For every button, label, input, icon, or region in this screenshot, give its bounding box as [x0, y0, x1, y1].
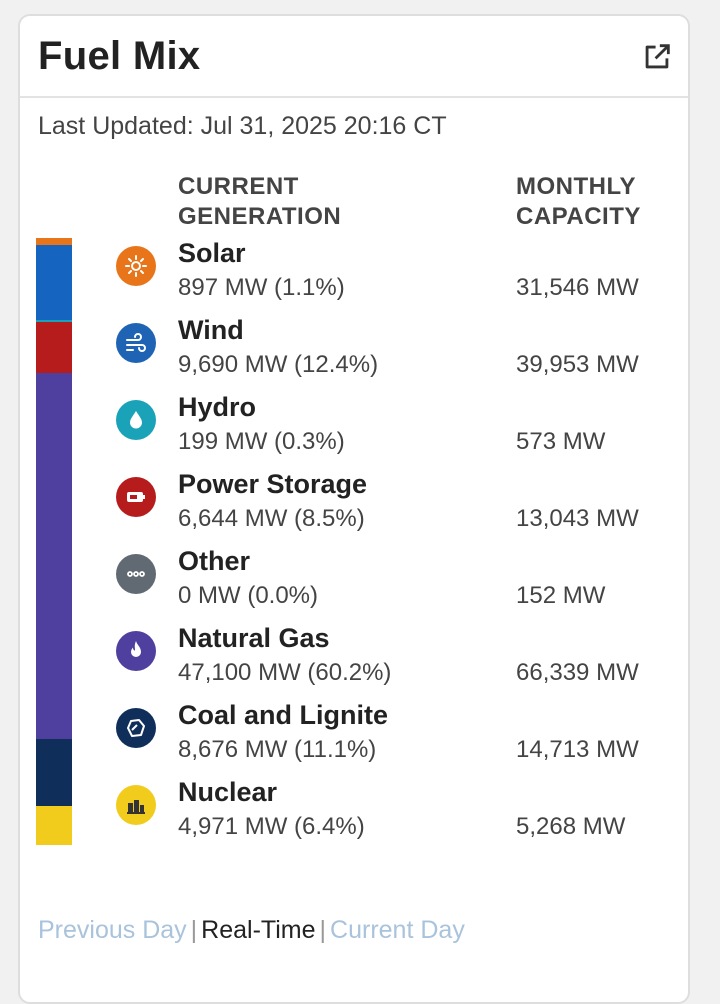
bar-segment-coal-and-lignite — [36, 738, 72, 807]
bar-segment-nuclear — [36, 806, 72, 845]
fuel-name: Nuclear — [178, 777, 278, 807]
fuel-capacity: 14,713 MW — [516, 736, 639, 763]
flame-icon — [116, 631, 156, 671]
fuel-mix-card: Fuel Mix Last Updated: Jul 31, 2025 20:1… — [18, 14, 690, 1004]
card-title: Fuel Mix — [38, 34, 201, 78]
fuel-capacity: 152 MW — [516, 582, 606, 609]
current-generation-header: CURRENT GENERATION — [178, 173, 342, 230]
card-header: Fuel Mix — [20, 16, 688, 98]
water-drop-icon — [116, 400, 156, 440]
fuel-capacity: 13,043 MW — [516, 505, 639, 532]
wind-icon — [116, 323, 156, 363]
fuel-row-hydro: Hydro 199 MW (0.3%) 573 MW — [116, 392, 676, 462]
nuclear-plant-icon — [116, 785, 156, 825]
fuel-share-stacked-bar — [36, 238, 72, 845]
bar-segment-solar — [36, 238, 72, 245]
fuel-name: Power Storage — [178, 469, 368, 499]
fuel-row-coal-and-lignite: Coal and Lignite 8,676 MW (11.1%) 14,713 M… — [116, 700, 676, 770]
nav-separator: | — [190, 916, 198, 944]
fuel-generation: 0 MW (0.0%) — [178, 582, 319, 609]
fuel-generation: 199 MW (0.3%) — [178, 428, 345, 455]
external-link-icon[interactable] — [640, 40, 674, 74]
fuel-name: Wind — [178, 315, 244, 345]
fuel-row-natural-gas: Natural Gas 47,100 MW (60.2%) 66,339 MW — [116, 623, 676, 693]
previous-day-link[interactable]: Previous Day — [38, 916, 187, 944]
fuel-generation: 8,676 MW (11.1%) — [178, 736, 377, 763]
fuel-name: Other — [178, 546, 251, 576]
fuel-generation: 4,971 MW (6.4%) — [178, 813, 365, 840]
fuel-generation: 47,100 MW (60.2%) — [178, 659, 392, 686]
more-dots-icon — [116, 554, 156, 594]
bar-segment-power-storage — [36, 321, 72, 374]
fuel-generation: 897 MW (1.1%) — [178, 274, 345, 301]
fuel-row-other: Other 0 MW (0.0%) 152 MW — [116, 546, 676, 616]
battery-icon — [116, 477, 156, 517]
fuel-name: Natural Gas — [178, 623, 330, 653]
fuel-generation: 9,690 MW (12.4%) — [178, 351, 379, 378]
fuel-row-nuclear: Nuclear 4,971 MW (6.4%) 5,268 MW — [116, 777, 676, 847]
fuel-name: Hydro — [178, 392, 257, 422]
fuel-generation: 6,644 MW (8.5%) — [178, 505, 365, 532]
fuel-capacity: 5,268 MW — [516, 813, 626, 840]
fuel-capacity: 31,546 MW — [516, 274, 639, 301]
nav-separator: | — [319, 916, 327, 944]
fuel-row-solar: Solar 897 MW (1.1%) 31,546 MW — [116, 238, 676, 308]
fuel-row-power-storage: Power Storage 6,644 MW (8.5%) 13,043 MW — [116, 469, 676, 539]
fuel-capacity: 39,953 MW — [516, 351, 639, 378]
bar-segment-hydro — [36, 319, 72, 322]
fuel-capacity: 66,339 MW — [516, 659, 639, 686]
sun-icon — [116, 246, 156, 286]
bar-segment-natural-gas — [36, 373, 72, 739]
fuel-capacity: 573 MW — [516, 428, 606, 455]
real-time-link[interactable]: Real-Time — [201, 916, 316, 944]
coal-icon — [116, 708, 156, 748]
time-range-nav: Previous Day | Real-Time | Current Day — [38, 916, 465, 945]
monthly-capacity-header: MONTHLY CAPACITY — [516, 173, 641, 230]
fuel-row-wind: Wind 9,690 MW (12.4%) 39,953 MW — [116, 315, 676, 385]
fuel-name: Solar — [178, 238, 246, 268]
fuel-name: Coal and Lignite — [178, 700, 389, 730]
bar-segment-wind — [36, 244, 72, 320]
last-updated-text: Last Updated: Jul 31, 2025 20:16 CT — [38, 112, 447, 140]
current-day-link[interactable]: Current Day — [330, 916, 465, 944]
